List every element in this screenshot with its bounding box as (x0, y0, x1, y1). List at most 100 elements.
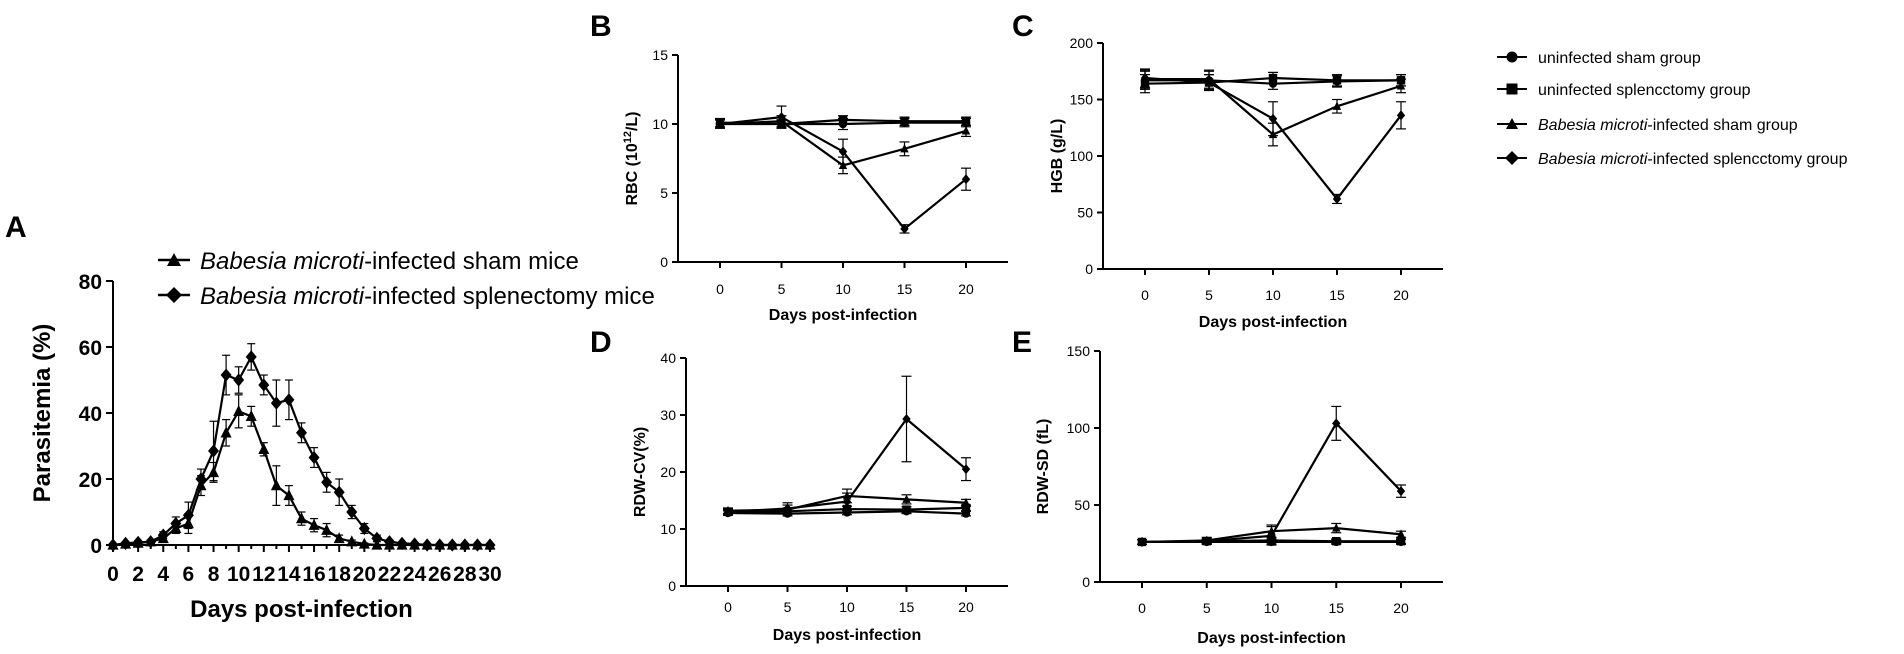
x-tick-label: 10 (835, 281, 851, 297)
series-diamond (723, 375, 971, 517)
legend-right-label-2-text: uninfected splencctomy group (1538, 82, 1751, 99)
x-tick-label: 10 (1265, 287, 1281, 303)
data-point (245, 350, 257, 364)
data-point (358, 537, 370, 549)
legend-right-marker-square (1506, 83, 1518, 95)
data-point (1268, 73, 1278, 83)
panel-label-c: C (1012, 10, 1034, 43)
data-point (1396, 529, 1406, 538)
data-point (783, 503, 792, 514)
y-tick-label: 40 (660, 350, 676, 366)
x-tick-label: 12 (252, 563, 275, 586)
legend-a-item-sham: Babesia microti-infected sham mice (158, 248, 579, 275)
x-tick-label: 15 (897, 281, 913, 297)
legend-a-label-sham: Babesia microti-infected sham mice (200, 248, 579, 275)
data-point (1137, 536, 1147, 547)
data-point (900, 144, 909, 153)
legend-right-item-uninfected-sham: uninfected sham group (1497, 50, 1701, 67)
data-point (961, 503, 971, 513)
y-tick-label: 200 (1070, 35, 1094, 51)
legend-right-label-1: uninfected sham group (1538, 50, 1701, 67)
x-tick-label: 20 (1393, 600, 1409, 616)
data-point (900, 223, 909, 234)
series-diamond (107, 343, 496, 552)
data-point (1332, 76, 1342, 85)
x-tick-label: 4 (157, 563, 169, 586)
x-tick-label: 24 (403, 563, 427, 586)
data-point (396, 536, 408, 550)
data-point (321, 475, 333, 489)
data-point (308, 518, 320, 530)
x-tick-label: 0 (716, 281, 724, 297)
x-tick-label: 10 (1264, 600, 1280, 616)
data-point (296, 512, 307, 524)
x-tick-label: 15 (899, 599, 915, 615)
x-tick-label: 5 (1205, 287, 1213, 303)
data-point (409, 537, 421, 551)
data-point (961, 174, 971, 185)
data-point (1202, 536, 1211, 547)
data-point (961, 464, 971, 475)
data-point (1268, 113, 1278, 124)
data-point (120, 536, 132, 550)
legend-a-label-sham-italic: Babesia microti (200, 248, 365, 275)
data-point (107, 538, 119, 552)
data-point (900, 117, 909, 126)
y-axis-label: RDW-SD (fL) (1035, 419, 1052, 515)
chart-b-rbc: 0 5 10 15 0 5 10 15 20 Days post-infection RBC (10… (622, 47, 1008, 324)
x-tick-label: 28 (453, 563, 477, 586)
x-axis-label: Days post-infection (769, 307, 917, 324)
y-tick-label: 50 (1077, 205, 1093, 221)
data-point (333, 485, 345, 499)
chart-e-rdw-sd: 0 50 100 150 0 5 10 15 20 Days post-infection RDW-… (1035, 343, 1443, 647)
data-point (902, 494, 911, 503)
data-point (484, 538, 496, 552)
y-tick-label: 80 (79, 271, 102, 294)
series-diamond (1140, 68, 1406, 205)
data-point (1267, 530, 1276, 541)
data-point (723, 506, 733, 517)
data-point (358, 521, 370, 536)
data-point (421, 538, 433, 552)
legend-right-label-4: Babesia microti-infected splencctomy gro… (1538, 151, 1848, 168)
data-point (182, 508, 194, 522)
y-tick-label: 0 (1085, 261, 1093, 277)
x-tick-label: 20 (353, 563, 376, 586)
x-tick-label: 15 (1329, 287, 1345, 303)
legend-a-label-sham-suffix: -infected sham mice (364, 248, 579, 275)
series-line (1141, 421, 1402, 544)
data-point (715, 118, 725, 130)
data-point (296, 426, 307, 440)
data-point (459, 538, 471, 552)
legend-right-label-4-text: -infected splencctomy group (1647, 151, 1847, 168)
panel-label-d: D (590, 326, 612, 359)
data-point (1204, 77, 1214, 88)
y-axis-label: RDW-CV(%) (632, 427, 649, 517)
y-tick-label: 0 (90, 535, 102, 558)
data-point (1332, 536, 1341, 546)
x-tick-label: 14 (277, 563, 301, 586)
y-axis-label-suffix: /L) (624, 111, 641, 131)
legend-a-label-splenectomy-suffix: -infected splenectomy mice (364, 283, 655, 310)
data-point (132, 535, 144, 549)
data-point (233, 373, 245, 387)
data-point (838, 146, 848, 157)
x-tick-label: 0 (107, 563, 119, 586)
x-tick-label: 0 (1138, 600, 1146, 616)
data-point (258, 442, 270, 454)
data-point (220, 426, 232, 438)
legend-a-marker-diamond (166, 287, 182, 303)
panel-label-a: A (5, 211, 27, 244)
data-point (961, 117, 971, 126)
y-tick-label: 60 (79, 337, 102, 360)
y-tick-label: 10 (652, 116, 668, 132)
y-tick-label: 150 (1070, 92, 1094, 108)
y-axis-label-sup: 12 (622, 131, 634, 143)
data-point (1332, 101, 1342, 110)
y-axis-label-prefix: RBC (10 (624, 143, 641, 205)
legend-right-item-infected-sham: Babesia microti-infected sham group (1497, 117, 1798, 134)
data-point (1332, 523, 1341, 532)
data-point (777, 112, 786, 123)
y-tick-label: 30 (660, 407, 676, 423)
y-tick-label: 50 (1074, 497, 1090, 513)
